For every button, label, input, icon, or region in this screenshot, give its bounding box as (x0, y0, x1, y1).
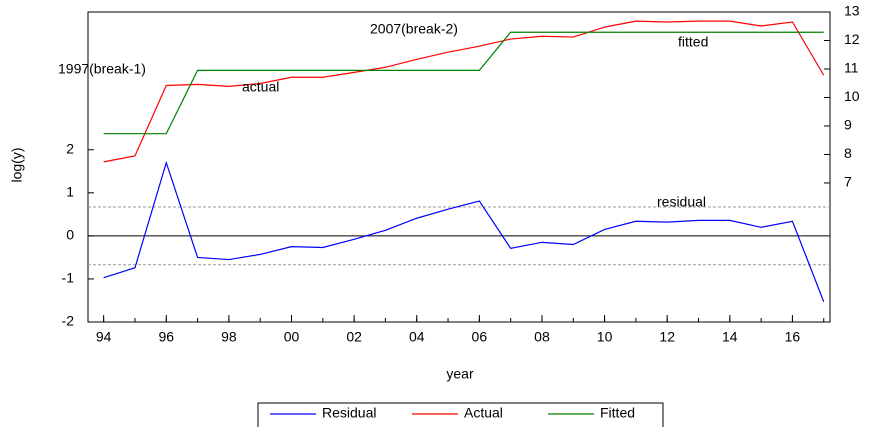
y2-tick-label: 13 (844, 3, 860, 19)
x-tick-label: 16 (785, 329, 801, 345)
x-tick-label: 94 (96, 329, 112, 345)
y2-tick-label: 12 (844, 31, 860, 47)
x-tick-label: 10 (597, 329, 613, 345)
y-tick-label: -2 (62, 313, 75, 329)
y-tick-label: 1 (66, 184, 74, 200)
annotation: 1997(break-1) (58, 61, 146, 77)
series-line (103, 20, 825, 163)
series-line (103, 31, 824, 135)
plot-frame (87, 11, 831, 323)
y2-tick-label: 9 (844, 117, 852, 133)
legend-label: Actual (464, 405, 503, 421)
y2-tick-label: 11 (844, 60, 859, 76)
x-tick-label: 00 (284, 329, 300, 345)
x-tick-label: 98 (221, 329, 237, 345)
legend-label: Residual (322, 405, 376, 421)
legend-label: Fitted (600, 405, 635, 421)
x-tick-label: 96 (158, 329, 174, 345)
y-axis-label: log(y) (9, 147, 25, 182)
x-tick-label: 14 (722, 329, 738, 345)
y-tick-label: 2 (66, 140, 74, 156)
annotation: residual (657, 194, 706, 210)
annotation: 2007(break-2) (370, 21, 458, 37)
y-tick-label: 0 (66, 227, 74, 243)
annotation: actual (242, 79, 279, 95)
x-tick-label: 06 (472, 329, 488, 345)
annotation: fitted (678, 34, 708, 50)
x-axis-label: year (446, 366, 474, 382)
y-tick-label: -1 (62, 270, 75, 286)
x-tick-label: 04 (409, 329, 425, 345)
y2-tick-label: 8 (844, 145, 852, 161)
y2-tick-label: 7 (844, 174, 852, 190)
x-tick-label: 12 (659, 329, 675, 345)
legend-box (257, 402, 664, 427)
x-tick-label: 08 (534, 329, 550, 345)
y2-tick-label: 10 (844, 88, 860, 104)
series-line (103, 160, 825, 302)
x-tick-label: 02 (346, 329, 362, 345)
